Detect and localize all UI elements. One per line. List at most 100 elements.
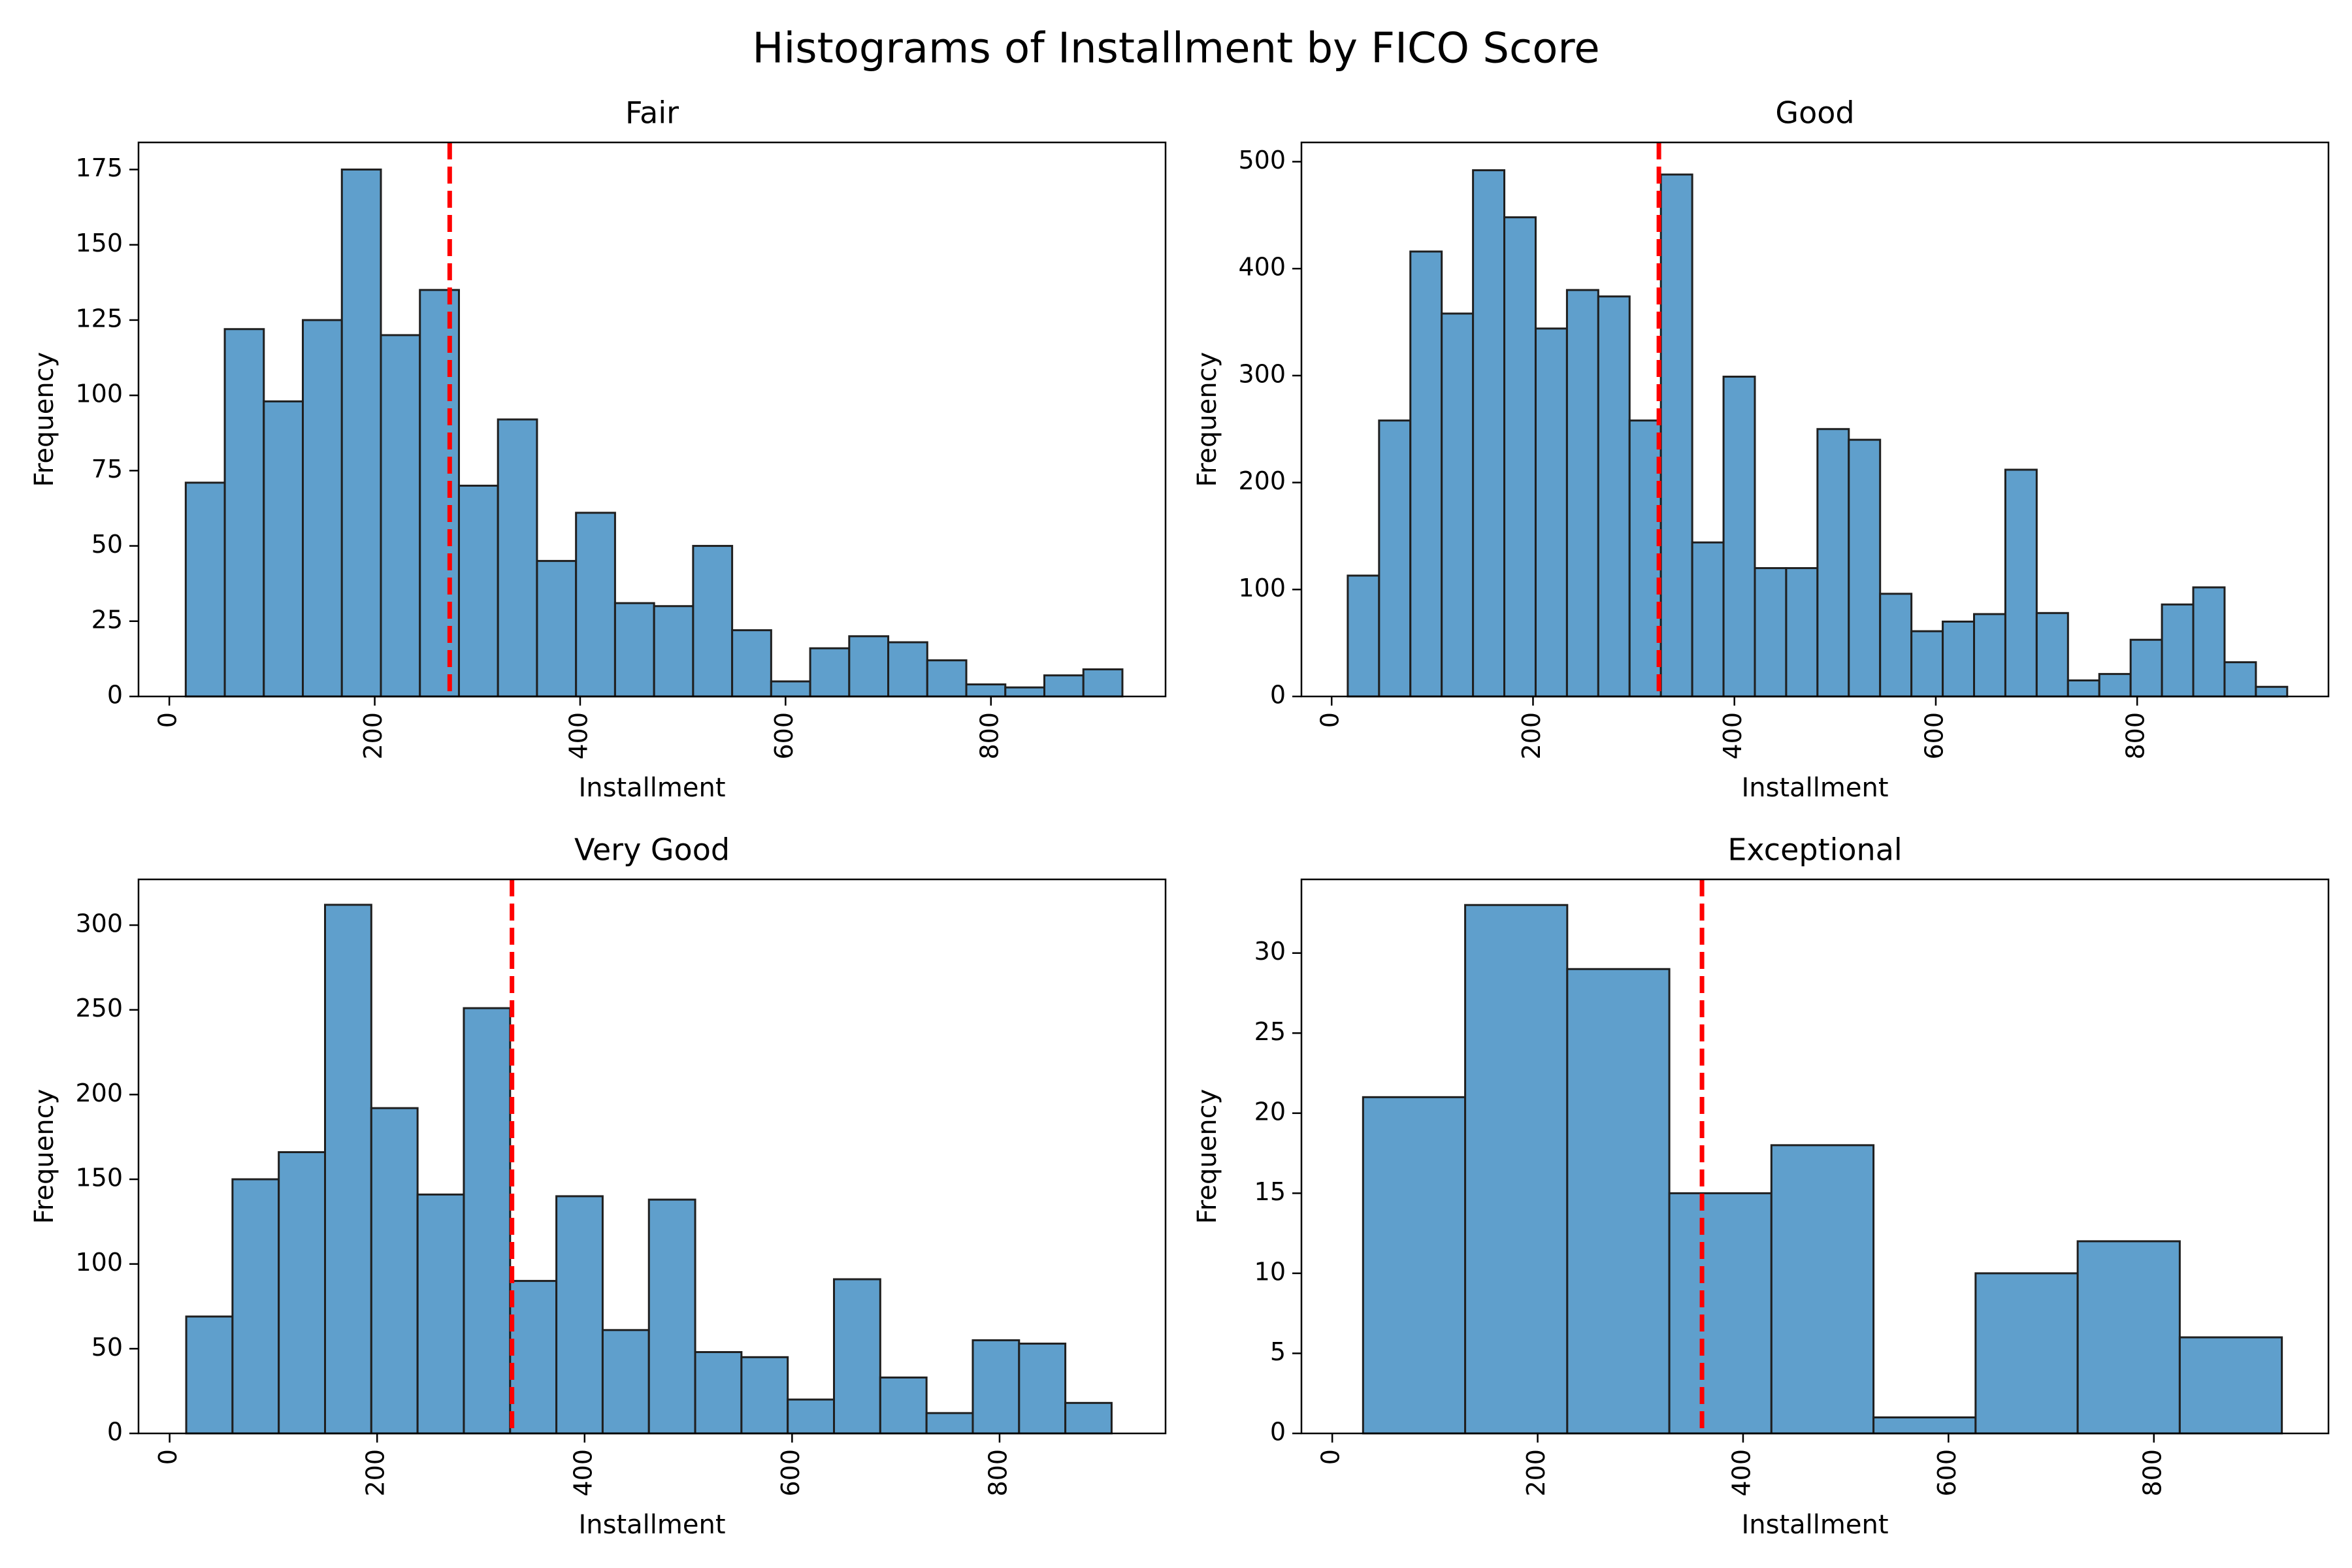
histogram-bar (1659, 173, 1693, 698)
histogram-bar (1974, 1272, 2079, 1435)
y-tick-label: 25 (1254, 1017, 1286, 1046)
y-tick-label: 0 (107, 681, 123, 710)
histogram-bar (1534, 327, 1568, 698)
histogram-bar (1347, 574, 1380, 698)
y-tick-label: 100 (75, 380, 123, 408)
y-tick-label: 300 (1238, 359, 1286, 388)
subplot-3: 0 200 400 600 800 0 5 10 15 20 25 30 Exceptional Inst… (1192, 832, 2330, 1540)
y-tick-label: 200 (75, 1079, 123, 1107)
y-tick-label: 300 (75, 909, 123, 938)
y-axis-label: Frequency (1192, 1089, 1222, 1224)
histogram-bars (1362, 904, 2283, 1435)
histogram-bar (1668, 1192, 1772, 1435)
y-tick-label: 50 (91, 530, 123, 559)
histogram-bar (1754, 567, 1788, 698)
y-axis-label: Frequency (1192, 352, 1222, 487)
histogram-bars (185, 904, 1113, 1435)
histogram-bar (653, 605, 694, 698)
y-tick-label: 400 (1238, 253, 1286, 282)
histogram-bar (2129, 638, 2163, 698)
x-axis-label: Installment (578, 773, 725, 803)
y-tick-label: 0 (1270, 681, 1286, 710)
histogram-bar (184, 482, 226, 698)
axes-frame (1300, 878, 2330, 1435)
subplot-title: Very Good (574, 832, 730, 868)
y-tick-label: 50 (91, 1333, 123, 1362)
histogram-bar (302, 319, 343, 698)
histogram-bar (370, 1107, 419, 1435)
histogram-bar (879, 1376, 928, 1435)
y-tick-label: 15 (1254, 1177, 1286, 1206)
histogram-bar (263, 400, 304, 698)
histogram-bar (536, 560, 578, 698)
y-tick-label: 25 (91, 605, 123, 634)
y-tick-label: 0 (107, 1418, 123, 1446)
histogram-bars (184, 168, 1124, 698)
histogram-bar (647, 1198, 696, 1435)
histogram-bar (231, 1178, 280, 1435)
y-tick-label: 100 (75, 1248, 123, 1277)
subplot-title: Fair (625, 95, 679, 131)
histogram-bar (1409, 250, 1443, 698)
histogram-bar (1597, 295, 1631, 698)
x-tick-label: 200 (1517, 712, 1546, 760)
x-axis-label: Installment (1741, 1510, 1888, 1540)
histogram-bar (419, 289, 460, 698)
axes-frame (1300, 141, 2330, 698)
y-tick-label: 30 (1254, 937, 1286, 966)
histogram-bar (1503, 216, 1537, 698)
x-tick-label: 200 (1522, 1449, 1550, 1497)
histogram-bar (463, 1007, 512, 1435)
x-tick-label: 400 (1718, 712, 1747, 760)
histogram-bar (2223, 661, 2257, 698)
histogram-bar (509, 1280, 558, 1435)
histogram-bar (416, 1193, 465, 1435)
x-tick-label: 400 (564, 712, 593, 760)
histogram-bar (1082, 668, 1124, 698)
histogram-bar (2178, 1336, 2283, 1435)
y-tick-label: 75 (91, 455, 123, 483)
histogram-bar (2192, 586, 2226, 698)
histogram-bar (1848, 438, 1882, 698)
y-tick-label: 0 (1270, 1418, 1286, 1446)
histogram-bar (1910, 630, 1944, 698)
x-tick-label: 0 (1316, 712, 1345, 728)
histogram-bar (887, 641, 928, 698)
subplot-2: 0 200 400 600 800 0 50 100 150 200 250 300 Very Good… (29, 832, 1167, 1540)
histogram-bar (692, 545, 734, 698)
y-tick-label: 150 (75, 1164, 123, 1192)
histogram-bar (1785, 567, 1819, 698)
histogram-bar (1043, 674, 1085, 698)
histogram-bar (2066, 679, 2100, 698)
histogram-bar (926, 659, 968, 698)
y-tick-label: 250 (75, 994, 123, 1022)
histogram-bar (2255, 685, 2289, 698)
histogram-bar (575, 512, 616, 698)
axes-frame (137, 141, 1167, 698)
subplot-1: 0 200 400 600 800 0 100 200 300 400 500 Good Install… (1192, 95, 2330, 803)
histogram-bar (694, 1351, 743, 1435)
histogram-bar (1378, 419, 1412, 698)
histogram-bar (2004, 468, 2038, 698)
histogram-bar (787, 1398, 836, 1435)
histogram-bar (1441, 312, 1475, 698)
y-tick-label: 5 (1270, 1337, 1286, 1366)
subplot-0: 0 200 400 600 800 0 25 50 75 100 125 150 175 Fair Inst… (29, 95, 1167, 803)
histogram-bar (1816, 428, 1850, 698)
histogram-bar (497, 418, 538, 698)
y-tick-label: 10 (1254, 1257, 1286, 1286)
histogram-bar (1566, 968, 1671, 1435)
histogram-bar (1691, 541, 1725, 698)
histogram-bar (380, 334, 421, 698)
histogram-bar (1018, 1343, 1067, 1435)
x-tick-label: 400 (1727, 1449, 1756, 1497)
y-tick-label: 500 (1238, 146, 1286, 174)
histogram-bar (740, 1356, 789, 1435)
x-tick-label: 800 (975, 712, 1004, 760)
y-tick-label: 20 (1254, 1097, 1286, 1126)
histogram-bar (278, 1151, 327, 1435)
histogram-bar (340, 168, 382, 698)
subplot-grid: 0 200 400 600 8000255075100125150175FairInst… (29, 95, 2330, 1540)
histogram-bar (457, 484, 499, 698)
